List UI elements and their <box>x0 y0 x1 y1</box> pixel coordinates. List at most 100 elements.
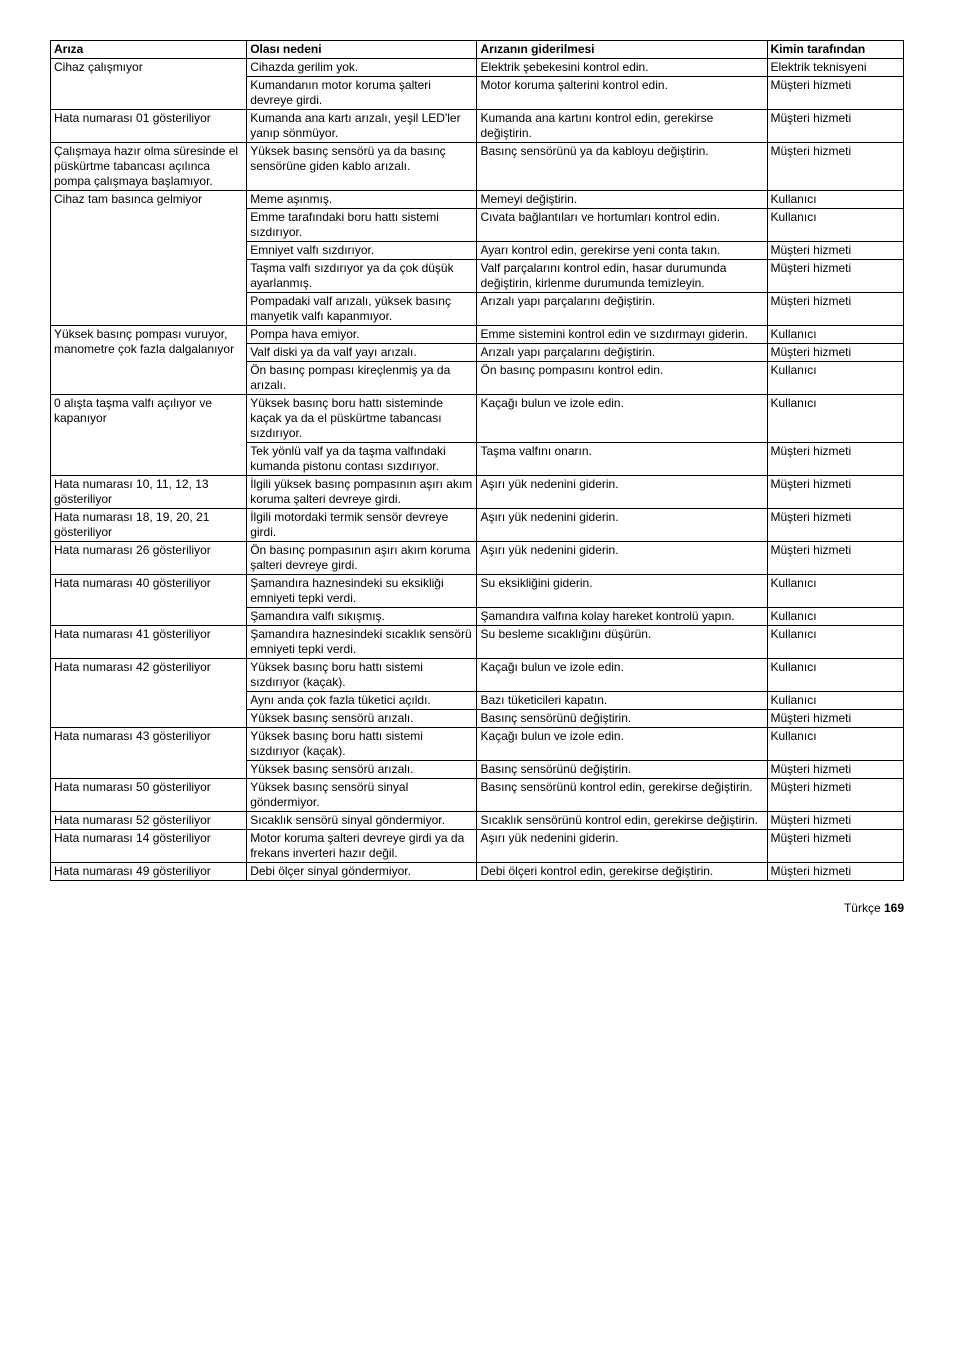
cell-cause: Emme tarafındaki boru hattı sistemi sızd… <box>247 209 477 242</box>
cell-bywhom: Kullanıcı <box>767 626 904 659</box>
cell-remedy: Emme sistemini kontrol edin ve sızdırmay… <box>477 326 767 344</box>
footer-page-number: 169 <box>884 901 904 915</box>
cell-fault: 0 alışta taşma valfı açılıyor ve kapanıy… <box>51 395 247 476</box>
table-row: Hata numarası 49 gösteriliyorDebi ölçer … <box>51 863 904 881</box>
cell-remedy: Aşırı yük nedenini giderin. <box>477 830 767 863</box>
cell-fault: Hata numarası 14 gösteriliyor <box>51 830 247 863</box>
cell-remedy: Basınç sensörünü kontrol edin, gerekirse… <box>477 779 767 812</box>
table-row: Çalışmaya hazır olma süresinde el püskür… <box>51 143 904 191</box>
page-footer: Türkçe 169 <box>50 901 904 915</box>
cell-cause: İlgili yüksek basınç pompasının aşırı ak… <box>247 476 477 509</box>
cell-cause: Yüksek basınç sensörü arızalı. <box>247 710 477 728</box>
cell-remedy: Kaçağı bulun ve izole edin. <box>477 395 767 443</box>
cell-remedy: Sıcaklık sensörünü kontrol edin, gerekir… <box>477 812 767 830</box>
cell-bywhom: Müşteri hizmeti <box>767 293 904 326</box>
cell-cause: Tek yönlü valf ya da taşma valfındaki ku… <box>247 443 477 476</box>
cell-fault: Hata numarası 40 gösteriliyor <box>51 575 247 626</box>
cell-cause: Ön basınç pompası kireçlenmiş ya da arız… <box>247 362 477 395</box>
cell-bywhom: Elektrik teknisyeni <box>767 59 904 77</box>
cell-bywhom: Kullanıcı <box>767 728 904 761</box>
cell-cause: Emniyet valfı sızdırıyor. <box>247 242 477 260</box>
col-fault: Arıza <box>51 41 247 59</box>
cell-cause: Sıcaklık sensörü sinyal göndermiyor. <box>247 812 477 830</box>
cell-remedy: Elektrik şebekesini kontrol edin. <box>477 59 767 77</box>
footer-language: Türkçe <box>844 901 881 915</box>
cell-remedy: Memeyi değiştirin. <box>477 191 767 209</box>
cell-cause: Yüksek basınç sensörü sinyal göndermiyor… <box>247 779 477 812</box>
cell-remedy: Cıvata bağlantıları ve hortumları kontro… <box>477 209 767 242</box>
cell-bywhom: Müşteri hizmeti <box>767 260 904 293</box>
table-row: Hata numarası 43 gösteriliyorYüksek bası… <box>51 728 904 761</box>
cell-bywhom: Müşteri hizmeti <box>767 830 904 863</box>
troubleshooting-table: Arıza Olası nedeni Arızanın giderilmesi … <box>50 40 904 881</box>
cell-remedy: Aşırı yük nedenini giderin. <box>477 542 767 575</box>
table-row: Hata numarası 40 gösteriliyorŞamandıra h… <box>51 575 904 608</box>
cell-remedy: Kaçağı bulun ve izole edin. <box>477 659 767 692</box>
cell-cause: İlgili motordaki termik sensör devreye g… <box>247 509 477 542</box>
cell-remedy: Aşırı yük nedenini giderin. <box>477 476 767 509</box>
cell-bywhom: Kullanıcı <box>767 608 904 626</box>
cell-cause: Debi ölçer sinyal göndermiyor. <box>247 863 477 881</box>
cell-cause: Aynı anda çok fazla tüketici açıldı. <box>247 692 477 710</box>
cell-remedy: Valf parçalarını kontrol edin, hasar dur… <box>477 260 767 293</box>
cell-bywhom: Müşteri hizmeti <box>767 779 904 812</box>
cell-cause: Kumanda ana kartı arızalı, yeşil LED'ler… <box>247 110 477 143</box>
cell-remedy: Ön basınç pompasını kontrol edin. <box>477 362 767 395</box>
cell-bywhom: Kullanıcı <box>767 362 904 395</box>
cell-fault: Hata numarası 52 gösteriliyor <box>51 812 247 830</box>
cell-bywhom: Kullanıcı <box>767 692 904 710</box>
cell-bywhom: Müşteri hizmeti <box>767 344 904 362</box>
cell-bywhom: Kullanıcı <box>767 395 904 443</box>
cell-bywhom: Müşteri hizmeti <box>767 863 904 881</box>
col-remedy: Arızanın giderilmesi <box>477 41 767 59</box>
cell-remedy: Basınç sensörünü değiştirin. <box>477 761 767 779</box>
cell-remedy: Basınç sensörünü değiştirin. <box>477 710 767 728</box>
cell-remedy: Debi ölçeri kontrol edin, gerekirse deği… <box>477 863 767 881</box>
cell-remedy: Şamandıra valfına kolay hareket kontrolü… <box>477 608 767 626</box>
table-row: Cihaz çalışmıyorCihazda gerilim yok.Elek… <box>51 59 904 77</box>
cell-remedy: Arızalı yapı parçalarını değiştirin. <box>477 293 767 326</box>
cell-remedy: Basınç sensörünü ya da kabloyu değiştiri… <box>477 143 767 191</box>
cell-cause: Valf diski ya da valf yayı arızalı. <box>247 344 477 362</box>
cell-remedy: Bazı tüketicileri kapatın. <box>477 692 767 710</box>
cell-cause: Yüksek basınç boru hattı sistemi sızdırı… <box>247 728 477 761</box>
cell-bywhom: Müşteri hizmeti <box>767 443 904 476</box>
cell-cause: Motor koruma şalteri devreye girdi ya da… <box>247 830 477 863</box>
cell-fault: Hata numarası 41 gösteriliyor <box>51 626 247 659</box>
table-row: Yüksek basınç pompası vuruyor, manometre… <box>51 326 904 344</box>
cell-bywhom: Müşteri hizmeti <box>767 476 904 509</box>
cell-remedy: Ayarı kontrol edin, gerekirse yeni conta… <box>477 242 767 260</box>
cell-remedy: Taşma valfını onarın. <box>477 443 767 476</box>
cell-bywhom: Müşteri hizmeti <box>767 509 904 542</box>
cell-bywhom: Kullanıcı <box>767 191 904 209</box>
cell-fault: Hata numarası 43 gösteriliyor <box>51 728 247 779</box>
cell-cause: Kumandanın motor koruma şalteri devreye … <box>247 77 477 110</box>
cell-cause: Yüksek basınç boru hattı sisteminde kaça… <box>247 395 477 443</box>
col-bywhom: Kimin tarafından <box>767 41 904 59</box>
cell-bywhom: Müşteri hizmeti <box>767 812 904 830</box>
cell-cause: Pompa hava emiyor. <box>247 326 477 344</box>
cell-bywhom: Müşteri hizmeti <box>767 542 904 575</box>
cell-bywhom: Müşteri hizmeti <box>767 143 904 191</box>
table-row: Hata numarası 14 gösteriliyorMotor korum… <box>51 830 904 863</box>
cell-bywhom: Müşteri hizmeti <box>767 710 904 728</box>
cell-cause: Meme aşınmış. <box>247 191 477 209</box>
cell-bywhom: Müşteri hizmeti <box>767 242 904 260</box>
cell-fault: Hata numarası 10, 11, 12, 13 gösteriliyo… <box>51 476 247 509</box>
cell-cause: Cihazda gerilim yok. <box>247 59 477 77</box>
cell-cause: Taşma valfı sızdırıyor ya da çok düşük a… <box>247 260 477 293</box>
cell-bywhom: Kullanıcı <box>767 209 904 242</box>
cell-cause: Şamandıra haznesindeki su eksikliği emni… <box>247 575 477 608</box>
cell-cause: Şamandıra valfı sıkışmış. <box>247 608 477 626</box>
cell-fault: Cihaz tam basınca gelmiyor <box>51 191 247 326</box>
table-row: Cihaz tam basınca gelmiyorMeme aşınmış.M… <box>51 191 904 209</box>
cell-cause: Yüksek basınç boru hattı sistemi sızdırı… <box>247 659 477 692</box>
cell-cause: Yüksek basınç sensörü ya da basınç sensö… <box>247 143 477 191</box>
cell-fault: Çalışmaya hazır olma süresinde el püskür… <box>51 143 247 191</box>
cell-fault: Hata numarası 26 gösteriliyor <box>51 542 247 575</box>
cell-bywhom: Kullanıcı <box>767 575 904 608</box>
cell-cause: Pompadaki valf arızalı, yüksek basınç ma… <box>247 293 477 326</box>
cell-fault: Yüksek basınç pompası vuruyor, manometre… <box>51 326 247 395</box>
cell-bywhom: Müşteri hizmeti <box>767 77 904 110</box>
cell-bywhom: Kullanıcı <box>767 659 904 692</box>
